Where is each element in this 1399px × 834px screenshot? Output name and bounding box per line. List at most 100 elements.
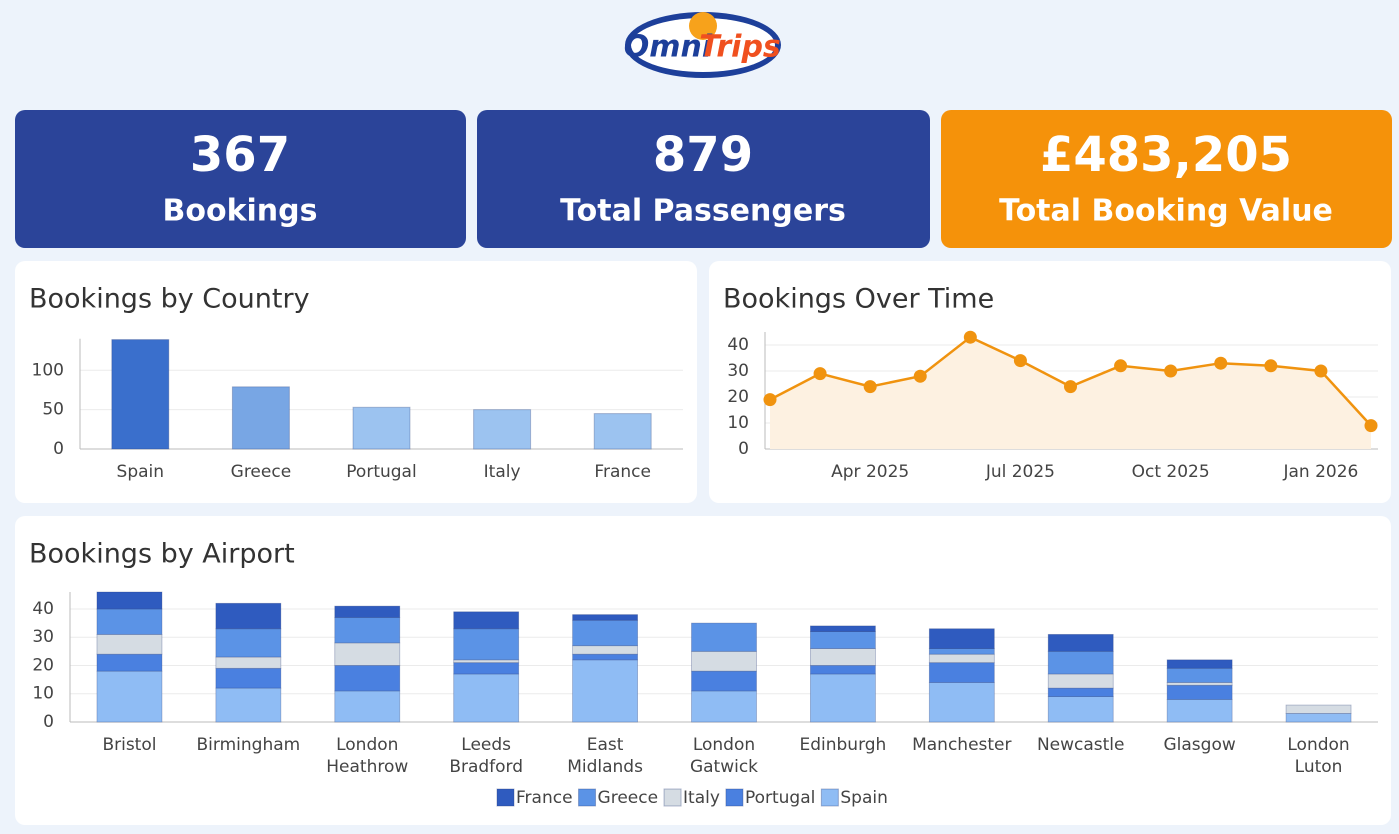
- bar-segment: [96, 608, 163, 635]
- x-tick-label: Italy: [484, 462, 521, 482]
- kpi-value: 879: [653, 127, 753, 183]
- point: [1064, 380, 1077, 394]
- x-tick-label: Manchester: [912, 735, 1011, 755]
- bar-segment: [572, 619, 638, 647]
- kpi-value: 367: [190, 127, 290, 183]
- legend-label: France: [516, 788, 573, 808]
- bar-segment: [334, 642, 401, 666]
- x-tick-label: Leeds Bradford: [449, 735, 523, 777]
- bar-segment: [334, 605, 401, 618]
- point: [863, 380, 877, 394]
- bar-segment: [215, 602, 282, 630]
- y-tick-label: 30: [32, 627, 54, 647]
- bar-segment: [691, 670, 757, 692]
- bar: [473, 409, 532, 450]
- bar-segment: [215, 628, 282, 658]
- bar-segment: [1047, 687, 1114, 697]
- point: [963, 330, 977, 344]
- bar: [593, 413, 652, 450]
- bar-segment: [810, 648, 876, 666]
- bar-segment: [928, 682, 995, 723]
- bar-segment: [928, 662, 995, 683]
- bar-segment: [691, 650, 757, 672]
- point: [1364, 419, 1378, 433]
- bar-segment: [453, 659, 520, 664]
- bar-segment: [1166, 684, 1233, 700]
- logo-sun: [689, 12, 717, 40]
- y-tick-label: 10: [727, 413, 749, 433]
- y-tick-label: 40: [727, 335, 749, 355]
- bar-segment: [691, 622, 757, 652]
- point: [913, 369, 927, 383]
- point: [763, 393, 777, 407]
- bar-segment: [1285, 713, 1352, 723]
- legend-label: Spain: [840, 788, 888, 808]
- x-tick-label: London Heathrow: [326, 735, 408, 777]
- logo-text: Trips: [699, 30, 781, 65]
- bar-segment: [334, 690, 401, 723]
- bar-segment: [810, 665, 876, 675]
- y-tick-label: 0: [53, 439, 64, 459]
- bar-segment: [453, 628, 520, 661]
- bar-segment: [572, 614, 638, 621]
- bar-segment: [453, 662, 520, 675]
- x-tick-label: Glasgow: [1163, 735, 1235, 755]
- x-tick-label: Portugal: [346, 462, 416, 482]
- kpi-value: £483,205: [1040, 127, 1292, 183]
- x-tick-label: London Gatwick: [690, 735, 758, 777]
- kpi-label: Bookings: [162, 194, 317, 229]
- bar-segment: [1047, 633, 1114, 652]
- bar-segment: [96, 653, 163, 672]
- x-tick-label: Greece: [231, 462, 292, 482]
- legend-label: Portugal: [745, 788, 815, 808]
- x-tick-label: Newcastle: [1037, 735, 1125, 755]
- bar-segment: [1166, 659, 1233, 669]
- chart-title: Bookings Over Time: [723, 284, 994, 315]
- bar-segment: [215, 687, 282, 723]
- x-tick-label: Jan 2026: [1282, 462, 1358, 482]
- bar-segment: [215, 667, 282, 689]
- bar-segment: [215, 656, 282, 669]
- chart-title: Bookings by Country: [29, 284, 310, 315]
- y-tick-label: 10: [32, 684, 54, 704]
- kpi-card: [941, 110, 1392, 248]
- bar-segment: [572, 659, 638, 723]
- x-tick-label: Birmingham: [197, 735, 301, 755]
- bar-segment: [691, 690, 757, 723]
- bar: [352, 406, 411, 450]
- bar-segment: [334, 665, 401, 692]
- point: [1314, 364, 1328, 378]
- point: [1264, 359, 1278, 373]
- legend-swatch: [496, 788, 515, 807]
- bar-segment: [453, 611, 520, 630]
- x-tick-label: Edinburgh: [799, 735, 886, 755]
- x-tick-label: London Luton: [1287, 735, 1349, 777]
- point: [1164, 364, 1178, 378]
- bar-segment: [96, 633, 163, 655]
- bar-segment: [810, 631, 876, 649]
- x-tick-label: Apr 2025: [831, 462, 909, 482]
- kpi-label: Total Passengers: [560, 194, 846, 229]
- bar-segment: [572, 645, 638, 655]
- x-tick-label: Oct 2025: [1132, 462, 1210, 482]
- bar: [111, 339, 170, 450]
- x-tick-label: France: [594, 462, 651, 482]
- bar-segment: [572, 653, 638, 661]
- point: [813, 367, 827, 381]
- bar-segment: [810, 673, 876, 723]
- legend-swatch: [725, 788, 744, 807]
- bar: [231, 386, 290, 450]
- y-tick-label: 50: [42, 400, 64, 420]
- y-tick-label: 20: [32, 655, 54, 675]
- legend-label: Greece: [598, 788, 659, 808]
- bar-segment: [1166, 667, 1233, 683]
- logo-text: Omni: [624, 30, 713, 65]
- chart-title: Bookings by Airport: [29, 539, 295, 570]
- bar-segment: [1047, 650, 1114, 675]
- bar-segment: [1285, 704, 1352, 714]
- bar-segment: [1166, 698, 1233, 723]
- x-tick-label: East Midlands: [567, 735, 643, 777]
- legend-swatch: [663, 788, 682, 807]
- kpi-card: [15, 110, 466, 248]
